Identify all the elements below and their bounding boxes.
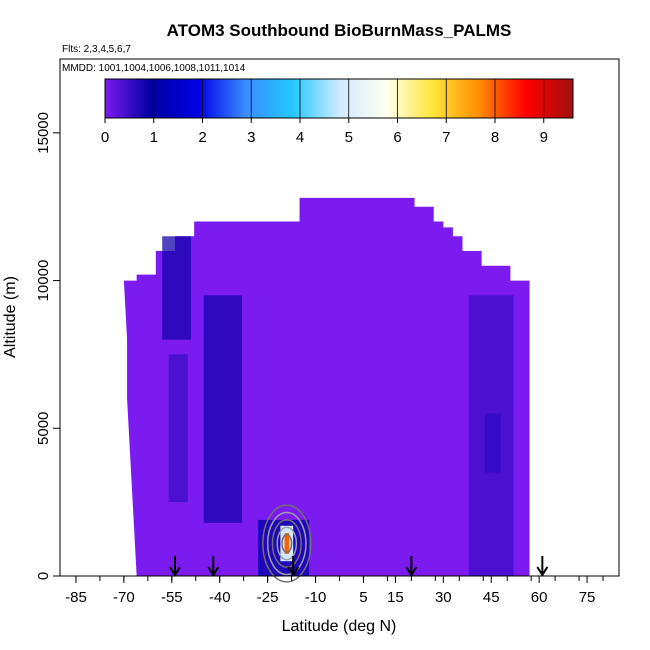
contour-line-0-0: [281, 533, 293, 554]
arrow-head-4: [536, 566, 549, 577]
y-tick-label-0: 0: [35, 572, 52, 580]
x-tick-label-5: 5: [359, 589, 367, 606]
curtain-plot: [123, 197, 530, 583]
contour-line-0-3: [266, 511, 307, 576]
x-tick-label-30: 30: [435, 589, 452, 606]
arrow-head-0: [169, 566, 181, 577]
dates-label: MMDD: 1001,1004,1006,1008,1011,1014: [62, 63, 246, 74]
x-tick-label-60: 60: [531, 589, 548, 606]
colorbar-tick-label-9: 9: [540, 129, 548, 146]
x-tick-label--55: -55: [161, 589, 183, 606]
colorbar-tick-label-5: 5: [345, 129, 353, 146]
y-tick-label-5000: 5000: [35, 412, 52, 445]
x-axis-label: Latitude (deg N): [282, 618, 397, 635]
colorbar-tick-label-0: 0: [101, 129, 109, 146]
contour-line-0-1: [276, 526, 298, 561]
hotspot-core: [284, 533, 290, 554]
x-axis: -85 -70 -55 -40 -25 -10 5 15 30 45 60 75: [65, 576, 604, 606]
chart-title: ATOM3 Southbound BioBurnMass_PALMS: [167, 21, 512, 40]
y-tick-label-10000: 10000: [35, 260, 52, 302]
flight-arrows: [169, 556, 549, 577]
colorbar-tick-label-1: 1: [150, 129, 158, 146]
colorbar-tick-label-4: 4: [296, 129, 304, 146]
y-axis-label: Altitude (m): [2, 276, 19, 358]
x-tick-label--40: -40: [209, 589, 231, 606]
colorbar-tick-label-2: 2: [198, 129, 206, 146]
x-tick-label-15: 15: [387, 589, 404, 606]
x-tick-label-75: 75: [579, 589, 596, 606]
colorbar-tick-label-7: 7: [442, 129, 450, 146]
enhanced-region-4: [468, 295, 514, 576]
x-tick-label--10: -10: [305, 589, 327, 606]
arrow-head-2: [287, 566, 300, 577]
x-tick-label--70: -70: [113, 589, 135, 606]
flights-label: Flts: 2,3,4,5,6,7: [62, 44, 131, 55]
enhanced-region-1: [162, 236, 191, 340]
x-tick-label-45: 45: [483, 589, 500, 606]
x-tick-label--85: -85: [65, 589, 87, 606]
enhanced-region-0: [203, 295, 243, 523]
x-tick-label--25: -25: [257, 589, 279, 606]
arrow-head-1: [207, 566, 220, 577]
colorbar-tick-label-6: 6: [393, 129, 401, 146]
colorbar-gradient: [104, 78, 574, 119]
enhanced-region-2: [168, 354, 188, 503]
colorbar-tick-label-8: 8: [491, 129, 499, 146]
y-tick-label-15000: 15000: [35, 112, 52, 154]
colorbar-tick-label-3: 3: [247, 129, 255, 146]
y-axis: 0 5000 10000 15000: [35, 112, 60, 580]
contour-line-0-4: [262, 504, 312, 583]
colorbar: 0 1 2 3 4 5 6 7 8 9: [101, 78, 574, 146]
arrow-head-3: [405, 566, 418, 577]
contour-line-0-2: [271, 519, 302, 568]
